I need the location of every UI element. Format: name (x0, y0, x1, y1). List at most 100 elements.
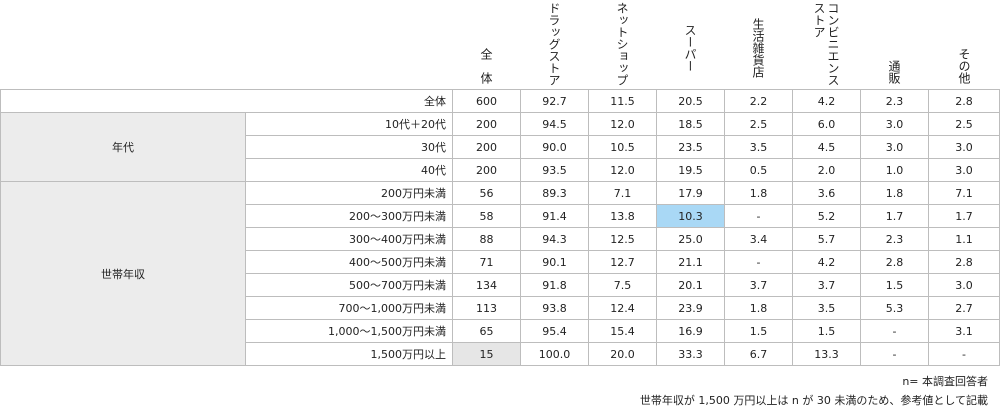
cell-value: 3.0 (928, 273, 1000, 297)
row-label: 700～1,000万円未満 (245, 296, 453, 320)
cell-value: 3.0 (860, 112, 929, 136)
cell-value: 13.3 (792, 342, 861, 366)
cell-value: 92.7 (520, 89, 589, 113)
row-label: 400～500万円未満 (245, 250, 453, 274)
cell-value: 4.5 (792, 135, 861, 159)
cell-value: - (928, 342, 1000, 366)
cell-value: 3.0 (860, 135, 929, 159)
cell-value: 12.0 (588, 158, 657, 182)
column-header-label: スーパー (683, 24, 697, 72)
column-header-other: その他 (928, 0, 1000, 88)
cell-value: 91.8 (520, 273, 589, 297)
cell-value: 1.5 (724, 319, 793, 343)
cell-value: - (724, 204, 793, 228)
row-label: 1,000～1,500万円未満 (245, 319, 453, 343)
row-label: 10代＋20代 (245, 112, 453, 136)
cell-value: 6.7 (724, 342, 793, 366)
cell-n: 56 (452, 181, 521, 205)
column-header-total: 全 体 (452, 0, 520, 88)
column-header-label: 全 体 (479, 48, 493, 84)
cell-value: 3.0 (928, 158, 1000, 182)
cell-value: 5.7 (792, 227, 861, 251)
column-header-label: 通販 (887, 60, 901, 84)
cell-value: 7.1 (928, 181, 1000, 205)
cell-value: 5.2 (792, 204, 861, 228)
cell-n: 113 (452, 296, 521, 320)
row-label: 200～300万円未満 (245, 204, 453, 228)
cell-value: 3.5 (724, 135, 793, 159)
column-header-label: ドラッグストア (547, 2, 561, 86)
cell-value: 0.5 (724, 158, 793, 182)
cell-value: 2.5 (928, 112, 1000, 136)
column-header-label: 生活雑貨店 (751, 18, 765, 78)
cell-value: 25.0 (656, 227, 725, 251)
row-label: 1,500万円以上 (245, 342, 453, 366)
cell-value: - (860, 319, 929, 343)
group-label-income: 世帯年収 (0, 181, 246, 366)
cell-n: 600 (452, 89, 521, 113)
cell-n: 71 (452, 250, 521, 274)
column-header-convenience: コンビニエンスストア (792, 0, 860, 88)
column-header-label: ネットショップ (615, 2, 629, 86)
cell-value: 12.5 (588, 227, 657, 251)
cell-value: 1.8 (860, 181, 929, 205)
cell-value: 18.5 (656, 112, 725, 136)
row-label: 30代 (245, 135, 453, 159)
table-row: 30代 200 90.0 10.5 23.5 3.5 4.5 3.0 3.0 (1, 135, 1000, 159)
cell-value: 5.3 (860, 296, 929, 320)
cell-value: 3.6 (792, 181, 861, 205)
note-caution: 世帯年収が 1,500 万円以上は n が 30 未満のため、参考値として記載 (639, 394, 988, 407)
cell-value: 6.0 (792, 112, 861, 136)
row-label: 500～700万円未満 (245, 273, 453, 297)
cell-value: 3.1 (928, 319, 1000, 343)
cell-value: 4.2 (792, 250, 861, 274)
cell-value: 2.5 (724, 112, 793, 136)
cell-value: 1.5 (860, 273, 929, 297)
row-label: 300～400万円未満 (245, 227, 453, 251)
cell-value: 16.9 (656, 319, 725, 343)
cell-value: 4.2 (792, 89, 861, 113)
cell-value: 1.7 (860, 204, 929, 228)
cell-value: 1.5 (792, 319, 861, 343)
table-row: 400～500万円未満 71 90.1 12.7 21.1 - 4.2 2.8 … (1, 250, 1000, 274)
cell-value: 20.1 (656, 273, 725, 297)
cell-n: 88 (452, 227, 521, 251)
cell-value: 90.1 (520, 250, 589, 274)
cell-value: 2.3 (860, 89, 929, 113)
column-header-netshop: ネットショップ (588, 0, 656, 88)
table-row: 年代 10代＋20代 200 94.5 12.0 18.5 2.5 6.0 3.… (0, 112, 1000, 182)
cell-value: 7.5 (588, 273, 657, 297)
cell-value: - (724, 250, 793, 274)
cell-value: 15.4 (588, 319, 657, 343)
cell-value: 20.5 (656, 89, 725, 113)
table-row: 700～1,000万円未満 113 93.8 12.4 23.9 1.8 3.5… (1, 296, 1000, 320)
column-header-label: その他 (957, 48, 971, 84)
cell-value: 20.0 (588, 342, 657, 366)
cell-value: 1.1 (928, 227, 1000, 251)
cell-value: 7.1 (588, 181, 657, 205)
cell-value: 94.3 (520, 227, 589, 251)
data-table: 全体 600 92.7 11.5 20.5 2.2 4.2 2.3 2.8 年代… (0, 89, 1000, 366)
cell-n: 134 (452, 273, 521, 297)
table-row: 40代 200 93.5 12.0 19.5 0.5 2.0 1.0 3.0 (1, 158, 1000, 182)
cell-value: 1.8 (724, 181, 793, 205)
cell-value: 2.2 (724, 89, 793, 113)
cell-value: 23.5 (656, 135, 725, 159)
table-row: 全体 600 92.7 11.5 20.5 2.2 4.2 2.3 2.8 (0, 89, 1000, 113)
cell-n: 58 (452, 204, 521, 228)
cell-value: 11.5 (588, 89, 657, 113)
table-row: 200～300万円未満 58 91.4 13.8 10.3 - 5.2 1.7 … (1, 204, 1000, 228)
cell-value: 33.3 (656, 342, 725, 366)
cell-n-reference: 15 (452, 342, 521, 366)
cell-value: 1.8 (724, 296, 793, 320)
cell-value: 91.4 (520, 204, 589, 228)
group-label-age: 年代 (0, 112, 246, 182)
cell-value: 90.0 (520, 135, 589, 159)
row-label: 40代 (245, 158, 453, 182)
cell-n: 200 (452, 158, 521, 182)
cell-value: 100.0 (520, 342, 589, 366)
cell-value: 12.7 (588, 250, 657, 274)
row-label: 200万円未満 (245, 181, 453, 205)
cell-value: 95.4 (520, 319, 589, 343)
column-header-label: コンビニエンスストア (812, 2, 840, 86)
